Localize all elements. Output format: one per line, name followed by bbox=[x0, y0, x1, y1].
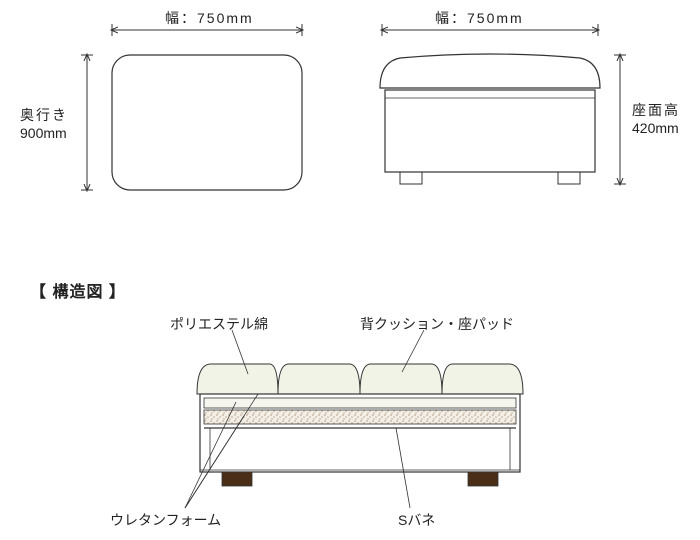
structure-foot-left bbox=[222, 472, 252, 486]
top-view bbox=[81, 24, 302, 190]
front-view bbox=[380, 24, 626, 184]
label-urethane: ウレタンフォーム bbox=[110, 510, 221, 530]
label-polyester: ポリエステル綿 bbox=[170, 314, 268, 334]
structure-diagram bbox=[185, 330, 523, 508]
front-foot-left bbox=[400, 172, 422, 184]
front-foot-right bbox=[558, 172, 580, 184]
front-width-label: 幅：750mm bbox=[435, 8, 524, 28]
structure-foot-right bbox=[468, 472, 498, 486]
structure-layer-speckle bbox=[204, 410, 516, 424]
diagram-canvas bbox=[0, 0, 700, 540]
structure-title: 【 構造図 】 bbox=[30, 278, 126, 302]
top-view-rect bbox=[112, 55, 302, 190]
front-height-value: 420mm bbox=[632, 120, 679, 136]
front-cushion bbox=[380, 54, 600, 88]
top-width-label: 幅：750mm bbox=[165, 8, 254, 28]
front-height-label: 座面高 bbox=[632, 100, 680, 120]
front-body bbox=[385, 90, 595, 172]
top-depth-label: 奥行き bbox=[20, 105, 68, 125]
label-sspring: Sバネ bbox=[398, 510, 435, 530]
label-cushion-pad: 背クッション・座パッド bbox=[360, 314, 514, 334]
top-depth-value: 900mm bbox=[20, 125, 67, 141]
structure-layer-top bbox=[204, 398, 516, 408]
